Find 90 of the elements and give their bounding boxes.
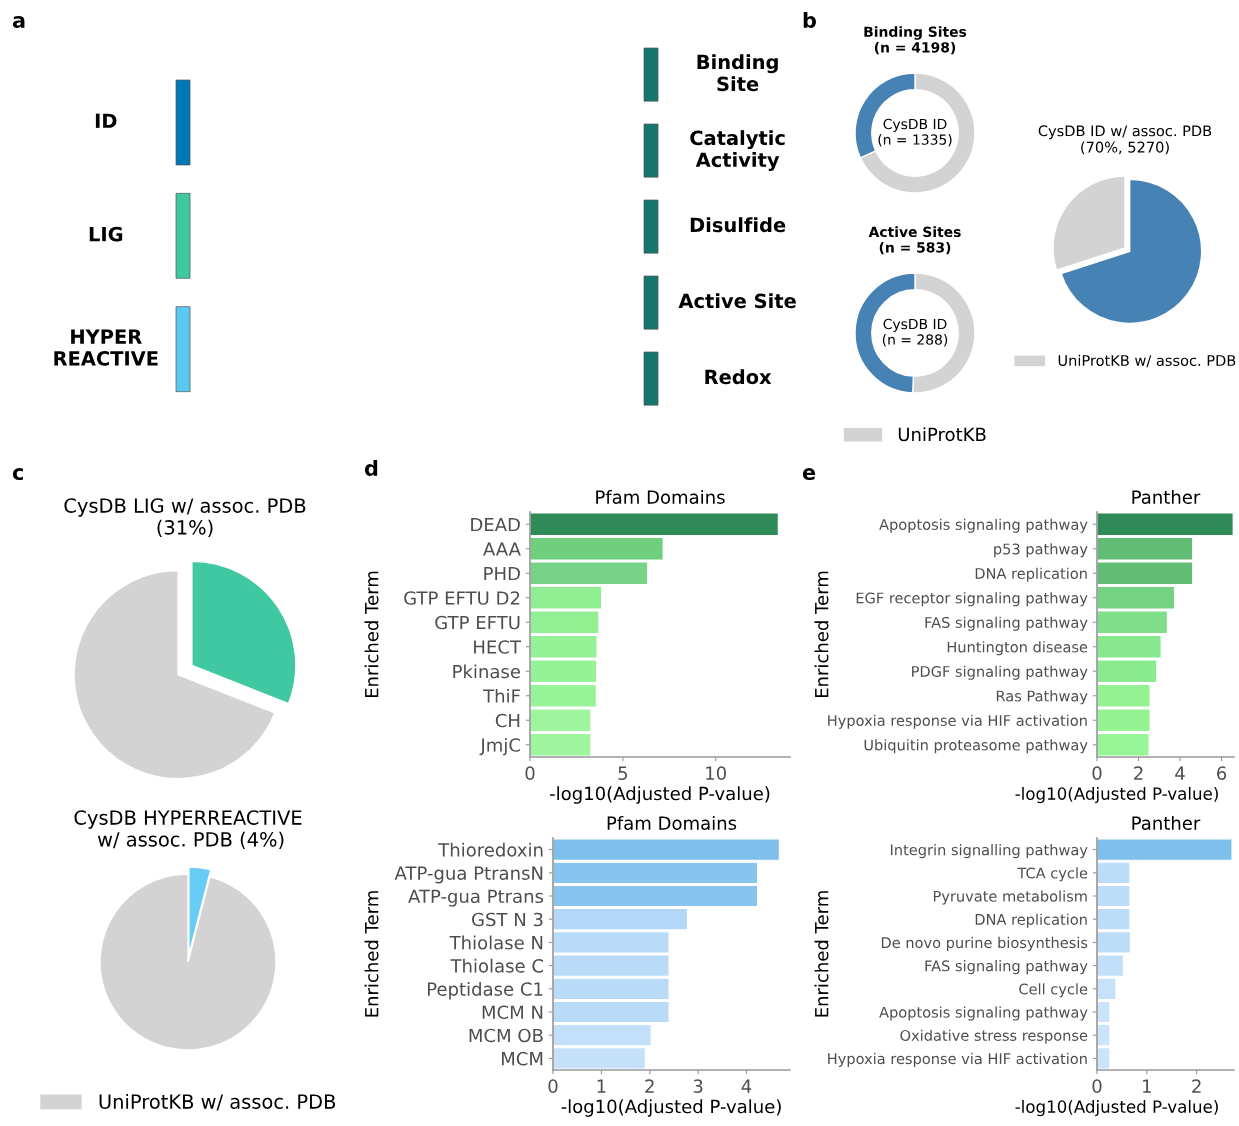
category-label: Redox xyxy=(705,369,772,385)
x-tick-label: 0 xyxy=(525,766,535,780)
y-tick-label: Apoptosis signaling pathway xyxy=(879,518,1088,533)
y-tick-label: Apoptosis signaling pathway xyxy=(879,1006,1088,1021)
x-tick-label: 2 xyxy=(1134,766,1143,780)
chart-title: Active Sites (n = 583) xyxy=(868,226,961,255)
x-tick-label: 1 xyxy=(597,1079,606,1093)
y-tick-label: Ubiquitin proteasome pathway xyxy=(864,739,1088,754)
y-tick-label: FAS signaling pathway xyxy=(925,616,1088,631)
chart-title: Binding Sites (n = 4198) xyxy=(864,26,967,55)
y-tick-label: MCM N xyxy=(482,1005,543,1020)
y-tick-label: Hypoxia response via HIF activation xyxy=(828,1052,1087,1067)
x-tick-label: 2 xyxy=(1192,1079,1201,1093)
x-tick-label: 6 xyxy=(1217,766,1227,780)
y-tick-label: JmjC xyxy=(479,737,520,756)
x-tick-label: 0 xyxy=(548,1079,558,1093)
text: CysDB ID (n = 288) xyxy=(882,318,948,347)
chart-title: Pfam Domains xyxy=(607,815,737,830)
x-tick-label: 4 xyxy=(1175,766,1185,780)
y-tick-label: GST N 3 xyxy=(472,912,543,927)
y-tick-label: FAS signaling pathway xyxy=(925,960,1088,975)
chart-title: Panther xyxy=(1132,489,1201,504)
text: e xyxy=(802,468,816,481)
y-tick-label: CH xyxy=(495,713,520,728)
y-tick-label: HECT xyxy=(474,640,522,654)
y-tick-label: Thiolase N xyxy=(449,935,543,950)
category-label: LIG xyxy=(89,226,123,242)
y-tick-label: Cell cycle xyxy=(1019,983,1088,998)
y-tick-label: DNA replication xyxy=(975,913,1087,928)
y-tick-label: PHD xyxy=(484,566,520,581)
y-tick-label: ThiF xyxy=(483,688,520,703)
y-tick-label: EGF receptor signaling pathway xyxy=(856,592,1088,607)
legend-label: UniProtKB w/ assoc. PDB xyxy=(1058,354,1236,368)
category-label: Binding Site xyxy=(697,54,778,92)
chart-title: CysDB HYPERREACTIVE w/ assoc. PDB (4%) xyxy=(74,810,302,850)
y-axis-title: Enriched Term xyxy=(364,571,379,698)
x-axis-title: -log10(Adjusted P-value) xyxy=(550,786,770,804)
y-tick-label: GTP EFTU D2 xyxy=(404,591,520,605)
x-tick-label: 4 xyxy=(741,1079,752,1093)
y-tick-label: Thiolase C xyxy=(450,958,543,973)
y-tick-label: Oxidative stress response xyxy=(900,1029,1088,1044)
y-tick-label: GTP EFTU xyxy=(435,615,520,630)
y-axis-title: Enriched Term xyxy=(814,891,829,1017)
y-tick-label: DNA replication xyxy=(975,567,1087,582)
chart-title: CysDB LIG w/ assoc. PDB (31%) xyxy=(64,498,306,538)
category-label: HYPER REACTIVE xyxy=(54,329,158,366)
y-tick-label: AAA xyxy=(483,542,521,556)
y-tick-label: DEAD xyxy=(471,517,520,532)
x-tick-label: 3 xyxy=(693,1079,703,1093)
y-tick-label: Integrin signalling pathway xyxy=(890,844,1088,859)
chart-title: Panther xyxy=(1132,815,1201,830)
y-tick-label: p53 pathway xyxy=(994,543,1088,558)
x-axis-title: -log10(Adjusted P-value) xyxy=(561,1099,781,1117)
chart-title: CysDB ID w/ assoc. PDB (70%, 5270) xyxy=(1038,125,1212,155)
category-label: Catalytic Activity xyxy=(690,130,785,172)
x-axis-title: -log10(Adjusted P-value) xyxy=(1015,787,1218,804)
text: d xyxy=(364,459,378,477)
y-tick-label: Ras Pathway xyxy=(996,690,1088,705)
text: a xyxy=(12,16,25,29)
y-tick-label: De novo purine biosynthesis xyxy=(881,936,1088,951)
legend-label: UniProtKB w/ assoc. PDB xyxy=(99,1093,336,1111)
x-tick-label: 2 xyxy=(645,1079,654,1093)
x-tick-label: 0 xyxy=(1092,766,1102,780)
y-tick-label: Peptidase C1 xyxy=(427,981,543,1000)
y-axis-title: Enriched Term xyxy=(364,891,379,1017)
text: c xyxy=(12,468,23,481)
x-tick-label: 10 xyxy=(706,766,726,780)
y-tick-label: ATP-gua PtransN xyxy=(394,866,543,884)
x-tick-label: 1 xyxy=(1143,1079,1151,1093)
y-tick-label: Thioredoxin xyxy=(438,842,543,857)
legend-label: UniProtKB xyxy=(898,427,986,442)
text: CysDB ID (n = 1335) xyxy=(878,118,952,147)
y-tick-label: MCM xyxy=(501,1051,543,1066)
category-label: Active Site xyxy=(678,293,796,309)
y-tick-label: Hypoxia response via HIF activation xyxy=(828,714,1087,729)
y-tick-label: Pyruvate metabolism xyxy=(933,890,1087,905)
chart-title: Pfam Domains xyxy=(596,489,725,504)
text: b xyxy=(803,11,816,29)
y-tick-label: ATP-gua Ptrans xyxy=(408,889,544,907)
x-tick-label: 0 xyxy=(1092,1079,1102,1093)
y-tick-label: TCA cycle xyxy=(1017,867,1088,882)
y-tick-label: MCM OB xyxy=(469,1028,543,1043)
x-axis-title: -log10(Adjusted P-value) xyxy=(1015,1100,1218,1117)
y-tick-label: Pkinase xyxy=(453,664,521,679)
y-axis-title: Enriched Term xyxy=(814,571,829,698)
x-tick-label: 5 xyxy=(618,766,628,780)
category-label: Disulfide xyxy=(690,217,786,233)
y-tick-label: PDGF signaling pathway xyxy=(912,665,1088,680)
y-tick-label: Huntington disease xyxy=(947,641,1088,656)
category-label: ID xyxy=(95,113,117,128)
